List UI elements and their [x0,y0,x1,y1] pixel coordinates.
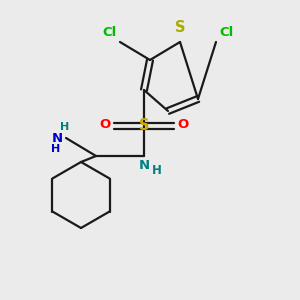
Text: Cl: Cl [103,26,117,39]
Text: H: H [60,122,69,132]
Text: O: O [100,118,111,131]
Text: H: H [51,144,60,154]
Text: N: N [52,131,63,145]
Text: H: H [152,164,161,176]
Text: N: N [138,159,150,172]
Text: O: O [177,118,188,131]
Text: S: S [139,118,149,134]
Text: Cl: Cl [219,26,233,39]
Text: S: S [175,20,185,34]
